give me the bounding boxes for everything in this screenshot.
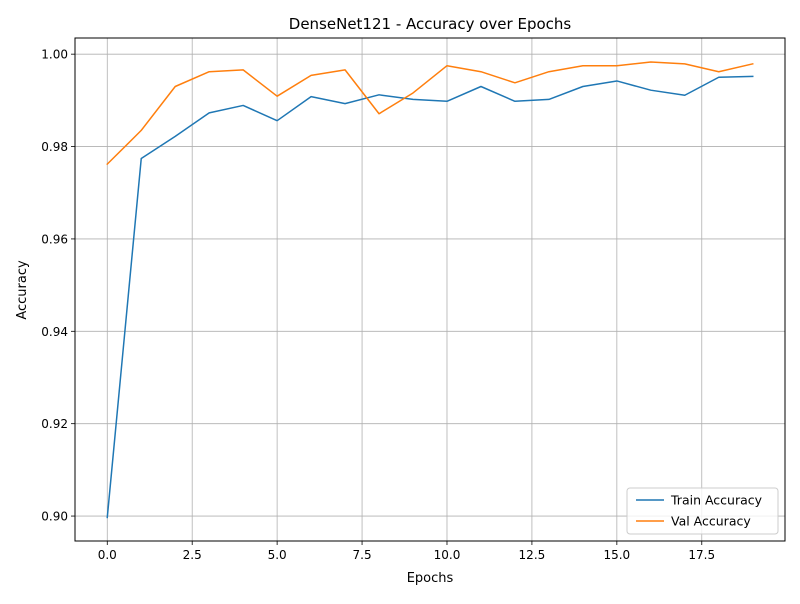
- x-tick-label: 17.5: [688, 548, 715, 562]
- grid: [75, 38, 785, 541]
- legend-label-train: Train Accuracy: [670, 493, 763, 508]
- x-tick-label: 12.5: [519, 548, 546, 562]
- plot-frame: [74, 37, 786, 542]
- legend: Train Accuracy Val Accuracy: [626, 487, 779, 535]
- x-tick-label: 15.0: [603, 548, 630, 562]
- legend-box: [626, 487, 779, 535]
- y-axis-label: Accuracy: [15, 260, 30, 320]
- axis-ticks: 0.0 2.5 5.0 7.5 10.0 12.5 15.0 17.5 0.90 0.92 0.94…: [41, 48, 715, 562]
- x-tick-label: 10.0: [434, 548, 461, 562]
- y-tick-label: 0.90: [41, 510, 68, 524]
- y-tick-label: 0.96: [41, 232, 68, 246]
- y-tick-label: 0.94: [41, 325, 68, 339]
- series-lines: [106, 61, 754, 519]
- chart-title: DenseNet121 - Accuracy over Epochs: [289, 15, 572, 33]
- y-tick-label: 0.92: [41, 417, 68, 431]
- x-tick-label: 2.5: [183, 548, 202, 562]
- legend-label-val: Val Accuracy: [671, 514, 751, 529]
- x-tick-label: 5.0: [268, 548, 287, 562]
- train-accuracy-line: [106, 75, 754, 519]
- x-tick-label: 0.0: [98, 548, 117, 562]
- val-accuracy-line: [106, 61, 754, 166]
- x-tick-label: 7.5: [353, 548, 372, 562]
- y-tick-label: 0.98: [41, 140, 68, 154]
- x-axis-label: Epochs: [407, 571, 454, 586]
- y-tick-label: 1.00: [41, 48, 68, 62]
